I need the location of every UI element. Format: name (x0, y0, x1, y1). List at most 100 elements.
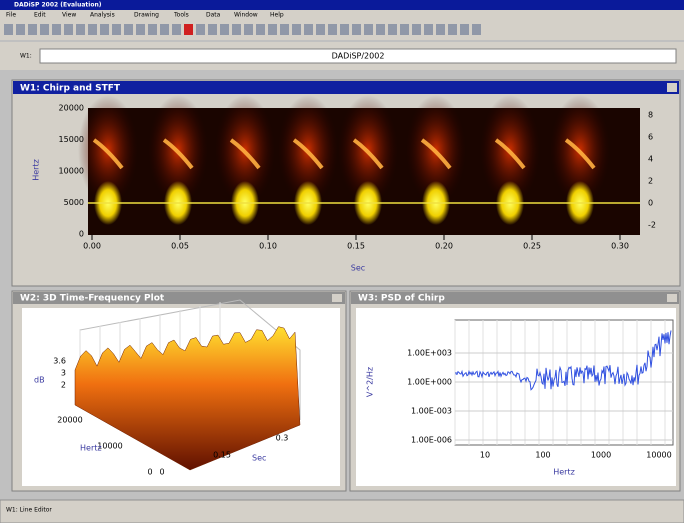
menu: File Edit View Analysis Drawing Tools Data Wind… (6, 12, 284, 19)
menu-item[interactable]: File (6, 12, 16, 19)
chirp-trace (92, 138, 124, 170)
tool-button[interactable] (424, 24, 433, 35)
tool-button[interactable] (76, 24, 85, 35)
close-button[interactable] (332, 294, 342, 302)
x-tick-label: 10000 (646, 451, 671, 460)
tool-button[interactable] (100, 24, 109, 35)
y-tick-label: 1.00E-003 (411, 407, 452, 416)
menu-item[interactable]: View (62, 12, 76, 19)
tool-button[interactable] (280, 24, 289, 35)
tool-button[interactable] (256, 24, 265, 35)
app-title: DADiSP 2002 (Evaluation) (14, 2, 102, 9)
close-button[interactable] (667, 294, 677, 302)
y-label: Hertz (80, 444, 102, 453)
menu-item[interactable]: Edit (34, 12, 46, 19)
tool-button[interactable] (388, 24, 397, 35)
chirp-trace (162, 138, 194, 170)
x-tick-label: 1000 (591, 451, 611, 460)
tool-button[interactable] (412, 24, 421, 35)
chirp-trace (420, 138, 452, 170)
tool-button[interactable] (184, 24, 193, 35)
menu-item[interactable]: Help (270, 12, 284, 19)
w1-axes: 0 5000 10000 15000 20000 -2 0 2 4 6 8 0.00 0.05 0.10 0… (59, 104, 656, 251)
tool-button[interactable] (124, 24, 133, 35)
menu-item[interactable]: Data (206, 12, 221, 19)
w1-title: W1: Chirp and STFT (20, 84, 121, 94)
y2-tick-label: 8 (648, 111, 653, 120)
y2-tick-label: 2 (648, 177, 653, 186)
tool-button[interactable] (28, 24, 37, 35)
x-tick-label: 0.25 (523, 242, 541, 251)
tool-button[interactable] (292, 24, 301, 35)
tool-button[interactable] (244, 24, 253, 35)
x-label: Sec (351, 264, 365, 273)
close-button[interactable] (667, 83, 677, 92)
tool-button[interactable] (52, 24, 61, 35)
chirp-trace (352, 138, 384, 170)
menu-bar (0, 10, 684, 20)
y-tick-label: 20000 (57, 416, 82, 425)
x-tick-label: 100 (535, 451, 550, 460)
tool-button[interactable] (328, 24, 337, 35)
y-label: Hertz (32, 159, 41, 181)
toolbar-buttons (4, 24, 481, 35)
tool-button[interactable] (208, 24, 217, 35)
status-text: W1: Line Editor (6, 507, 52, 514)
z-label: dB (34, 376, 45, 385)
tool-button[interactable] (364, 24, 373, 35)
tool-button[interactable] (88, 24, 97, 35)
y-tick-label: 1.00E+000 (407, 378, 452, 387)
tool-button[interactable] (352, 24, 361, 35)
tool-button[interactable] (472, 24, 481, 35)
menu-item[interactable]: Tools (173, 12, 189, 19)
tool-button[interactable] (4, 24, 13, 35)
y-tick-label: 15000 (59, 135, 84, 144)
w3-title: W3: PSD of Chirp (358, 294, 445, 304)
y-tick-label: 10000 (59, 167, 84, 176)
menu-item[interactable]: Analysis (90, 12, 115, 19)
title-bar (0, 0, 684, 10)
tool-button[interactable] (316, 24, 325, 35)
x-tick-label: 10 (480, 451, 490, 460)
tool-button[interactable] (340, 24, 349, 35)
x-tick-label: 0.15 (213, 451, 231, 460)
y2-tick-label: 6 (648, 133, 653, 142)
y-label: V^2/Hz (366, 367, 375, 397)
w2-title: W2: 3D Time-Frequency Plot (20, 294, 165, 304)
tool-button[interactable] (460, 24, 469, 35)
spectrogram-image (78, 95, 640, 225)
tool-button[interactable] (112, 24, 121, 35)
tool-button[interactable] (436, 24, 445, 35)
tool-button[interactable] (136, 24, 145, 35)
command-input[interactable] (39, 48, 677, 64)
tool-button[interactable] (220, 24, 229, 35)
z-tick-label: 2 (61, 381, 66, 390)
y2-tick-label: 4 (648, 155, 653, 164)
tool-button[interactable] (64, 24, 73, 35)
y2-tick-label: -2 (648, 221, 656, 230)
y-tick-label: 1.00E-006 (411, 436, 452, 445)
tool-button[interactable] (160, 24, 169, 35)
y-tick-label: 5000 (64, 198, 84, 207)
tool-button[interactable] (148, 24, 157, 35)
tool-button[interactable] (268, 24, 277, 35)
command-text: DADiSP/2002 (332, 52, 385, 61)
menu-item[interactable]: Window (234, 12, 258, 19)
y-tick-label: 20000 (59, 104, 84, 113)
x-tick-label: 0 (159, 468, 164, 477)
tool-button[interactable] (400, 24, 409, 35)
tool-button[interactable] (172, 24, 181, 35)
surface-plot: 2 3 3.6 dB 20000 10000 0 Hertz 0 0.15 0.3 Sec (34, 299, 301, 477)
chirp-trace (292, 138, 324, 170)
x-tick-label: 0.20 (435, 242, 453, 251)
tool-button[interactable] (232, 24, 241, 35)
tool-button[interactable] (16, 24, 25, 35)
x-tick-label: 0.05 (171, 242, 189, 251)
tool-button[interactable] (376, 24, 385, 35)
menu-item[interactable]: Drawing (134, 12, 159, 19)
chirp-trace (229, 138, 261, 170)
tool-button[interactable] (196, 24, 205, 35)
tool-button[interactable] (448, 24, 457, 35)
tool-button[interactable] (304, 24, 313, 35)
tool-button[interactable] (40, 24, 49, 35)
